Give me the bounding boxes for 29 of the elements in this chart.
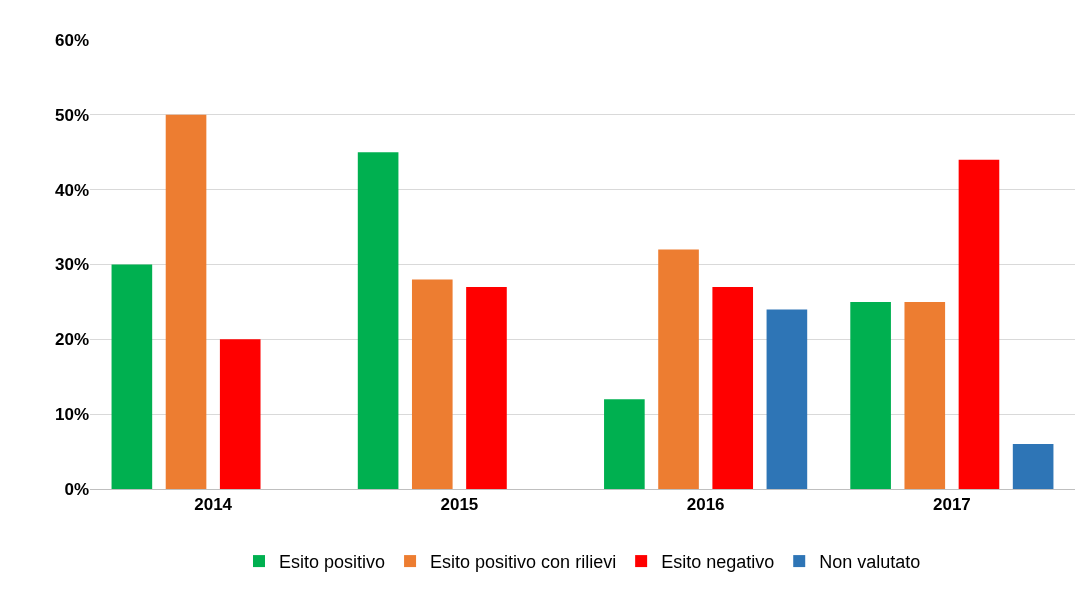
legend-label: Non valutato (819, 552, 921, 573)
y-tick-label: 30% (54, 255, 89, 275)
legend-label: Esito negativo (661, 552, 775, 573)
bar (357, 152, 399, 489)
y-tick-label: 20% (54, 330, 89, 350)
x-tick-label: 2017 (932, 495, 971, 515)
y-tick-label: 0% (64, 479, 89, 499)
legend-label: Esito positivo con rilievi (430, 552, 617, 573)
y-tick-label: 60% (54, 30, 89, 50)
bar (958, 159, 1000, 489)
y-tick-label: 40% (54, 180, 89, 200)
bar (850, 301, 891, 489)
legend-label: Esito positivo (279, 552, 386, 573)
x-tick-label: 2015 (440, 495, 479, 515)
bar (466, 286, 507, 489)
bar (111, 264, 153, 489)
bar (1012, 444, 1054, 489)
x-tick-label: 2016 (686, 495, 725, 515)
y-tick-label: 10% (54, 405, 89, 425)
bar (904, 301, 946, 489)
bar (411, 279, 453, 489)
bar (766, 309, 808, 489)
y-tick-label: 50% (54, 105, 89, 125)
bar (219, 339, 261, 489)
bar (165, 114, 207, 489)
bar (712, 286, 754, 489)
x-tick-label: 2014 (194, 495, 233, 515)
bar (604, 399, 645, 489)
bar (658, 249, 699, 489)
